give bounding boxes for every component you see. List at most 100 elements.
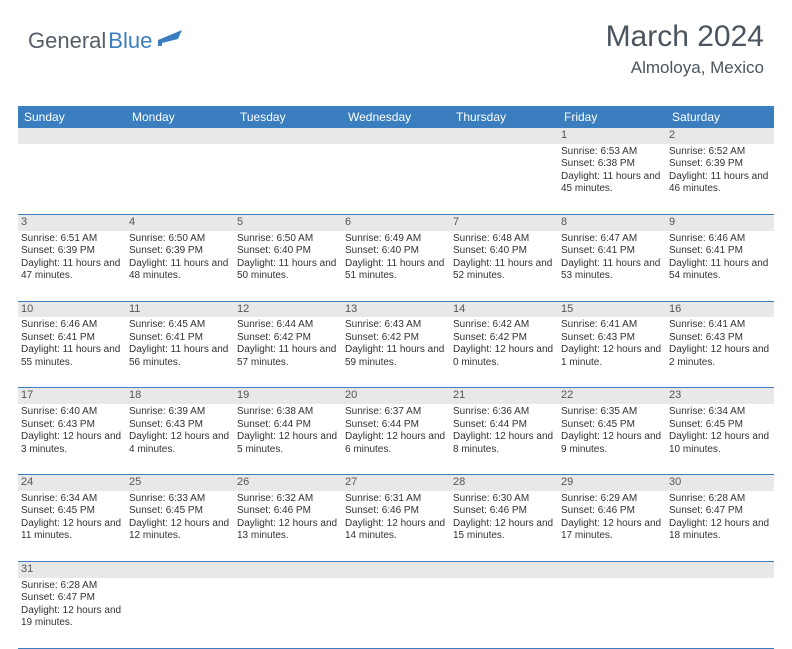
sunset-text: Sunset: 6:42 PM [453, 332, 555, 345]
day-number: 8 [558, 215, 666, 231]
sunrise-text: Sunrise: 6:32 AM [237, 493, 339, 506]
day-number: 18 [126, 388, 234, 404]
sunset-text: Sunset: 6:43 PM [669, 332, 771, 345]
sunrise-text: Sunrise: 6:51 AM [21, 233, 123, 246]
daylight-text: Daylight: 12 hours and 18 minutes. [669, 518, 771, 543]
day-cell: Sunrise: 6:51 AMSunset: 6:39 PMDaylight:… [18, 231, 126, 301]
sunset-text: Sunset: 6:45 PM [21, 505, 123, 518]
day-number [342, 562, 450, 578]
day-cell [126, 578, 234, 648]
sunrise-text: Sunrise: 6:34 AM [669, 406, 771, 419]
calendar-week-row: Sunrise: 6:34 AMSunset: 6:45 PMDaylight:… [18, 491, 774, 562]
day-number [450, 562, 558, 578]
day-number: 27 [342, 475, 450, 491]
day-number: 20 [342, 388, 450, 404]
day-cell: Sunrise: 6:36 AMSunset: 6:44 PMDaylight:… [450, 404, 558, 474]
calendar-header-row: SundayMondayTuesdayWednesdayThursdayFrid… [18, 106, 774, 128]
day-number: 15 [558, 302, 666, 318]
day-number: 23 [666, 388, 774, 404]
daylight-text: Daylight: 12 hours and 14 minutes. [345, 518, 447, 543]
daylight-text: Daylight: 11 hours and 59 minutes. [345, 344, 447, 369]
sunset-text: Sunset: 6:44 PM [237, 419, 339, 432]
sunset-text: Sunset: 6:47 PM [21, 592, 123, 605]
day-number [666, 562, 774, 578]
sunset-text: Sunset: 6:41 PM [21, 332, 123, 345]
day-cell: Sunrise: 6:31 AMSunset: 6:46 PMDaylight:… [342, 491, 450, 561]
sunrise-text: Sunrise: 6:37 AM [345, 406, 447, 419]
daylight-text: Daylight: 12 hours and 2 minutes. [669, 344, 771, 369]
calendar: SundayMondayTuesdayWednesdayThursdayFrid… [18, 106, 774, 649]
day-cell: Sunrise: 6:41 AMSunset: 6:43 PMDaylight:… [666, 317, 774, 387]
day-number: 22 [558, 388, 666, 404]
sunrise-text: Sunrise: 6:46 AM [21, 319, 123, 332]
daylight-text: Daylight: 12 hours and 5 minutes. [237, 431, 339, 456]
daylight-text: Daylight: 11 hours and 48 minutes. [129, 258, 231, 283]
day-cell: Sunrise: 6:32 AMSunset: 6:46 PMDaylight:… [234, 491, 342, 561]
day-cell: Sunrise: 6:45 AMSunset: 6:41 PMDaylight:… [126, 317, 234, 387]
sunrise-text: Sunrise: 6:41 AM [669, 319, 771, 332]
sunrise-text: Sunrise: 6:42 AM [453, 319, 555, 332]
day-cell: Sunrise: 6:44 AMSunset: 6:42 PMDaylight:… [234, 317, 342, 387]
day-number: 9 [666, 215, 774, 231]
day-number: 12 [234, 302, 342, 318]
day-number: 4 [126, 215, 234, 231]
day-number: 13 [342, 302, 450, 318]
daylight-text: Daylight: 12 hours and 10 minutes. [669, 431, 771, 456]
sunset-text: Sunset: 6:43 PM [561, 332, 663, 345]
daylight-text: Daylight: 12 hours and 13 minutes. [237, 518, 339, 543]
sunrise-text: Sunrise: 6:38 AM [237, 406, 339, 419]
daylight-text: Daylight: 12 hours and 15 minutes. [453, 518, 555, 543]
sunrise-text: Sunrise: 6:36 AM [453, 406, 555, 419]
calendar-daynum-row: 17181920212223 [18, 388, 774, 404]
day-number: 31 [18, 562, 126, 578]
day-cell: Sunrise: 6:35 AMSunset: 6:45 PMDaylight:… [558, 404, 666, 474]
day-cell: Sunrise: 6:46 AMSunset: 6:41 PMDaylight:… [18, 317, 126, 387]
day-cell: Sunrise: 6:52 AMSunset: 6:39 PMDaylight:… [666, 144, 774, 214]
calendar-header-cell: Friday [558, 106, 666, 128]
day-cell: Sunrise: 6:40 AMSunset: 6:43 PMDaylight:… [18, 404, 126, 474]
daylight-text: Daylight: 11 hours and 54 minutes. [669, 258, 771, 283]
page-title: March 2024 Almoloya, Mexico [606, 20, 764, 78]
daylight-text: Daylight: 12 hours and 19 minutes. [21, 605, 123, 630]
day-cell [126, 144, 234, 214]
daylight-text: Daylight: 11 hours and 45 minutes. [561, 171, 663, 196]
day-number: 29 [558, 475, 666, 491]
calendar-header-cell: Saturday [666, 106, 774, 128]
daylight-text: Daylight: 11 hours and 51 minutes. [345, 258, 447, 283]
day-cell [342, 578, 450, 648]
day-cell: Sunrise: 6:47 AMSunset: 6:41 PMDaylight:… [558, 231, 666, 301]
daylight-text: Daylight: 12 hours and 9 minutes. [561, 431, 663, 456]
day-number: 5 [234, 215, 342, 231]
sunset-text: Sunset: 6:46 PM [345, 505, 447, 518]
day-number: 17 [18, 388, 126, 404]
daylight-text: Daylight: 12 hours and 3 minutes. [21, 431, 123, 456]
day-cell: Sunrise: 6:30 AMSunset: 6:46 PMDaylight:… [450, 491, 558, 561]
sunset-text: Sunset: 6:46 PM [237, 505, 339, 518]
calendar-week-row: Sunrise: 6:46 AMSunset: 6:41 PMDaylight:… [18, 317, 774, 388]
sunset-text: Sunset: 6:45 PM [561, 419, 663, 432]
sunrise-text: Sunrise: 6:48 AM [453, 233, 555, 246]
day-cell: Sunrise: 6:28 AMSunset: 6:47 PMDaylight:… [666, 491, 774, 561]
sunset-text: Sunset: 6:39 PM [21, 245, 123, 258]
sunset-text: Sunset: 6:39 PM [669, 158, 771, 171]
day-number: 21 [450, 388, 558, 404]
calendar-header-cell: Tuesday [234, 106, 342, 128]
sunrise-text: Sunrise: 6:50 AM [237, 233, 339, 246]
daylight-text: Daylight: 12 hours and 12 minutes. [129, 518, 231, 543]
title-month: March 2024 [606, 20, 764, 54]
day-cell [450, 144, 558, 214]
day-cell: Sunrise: 6:50 AMSunset: 6:39 PMDaylight:… [126, 231, 234, 301]
day-number: 2 [666, 128, 774, 144]
day-cell [18, 144, 126, 214]
sunrise-text: Sunrise: 6:30 AM [453, 493, 555, 506]
calendar-daynum-row: 3456789 [18, 215, 774, 231]
calendar-header-cell: Monday [126, 106, 234, 128]
day-number: 1 [558, 128, 666, 144]
sunset-text: Sunset: 6:41 PM [561, 245, 663, 258]
sunrise-text: Sunrise: 6:31 AM [345, 493, 447, 506]
day-cell: Sunrise: 6:39 AMSunset: 6:43 PMDaylight:… [126, 404, 234, 474]
logo-text-general: General [28, 28, 106, 54]
daylight-text: Daylight: 12 hours and 8 minutes. [453, 431, 555, 456]
sunset-text: Sunset: 6:41 PM [129, 332, 231, 345]
sunrise-text: Sunrise: 6:35 AM [561, 406, 663, 419]
